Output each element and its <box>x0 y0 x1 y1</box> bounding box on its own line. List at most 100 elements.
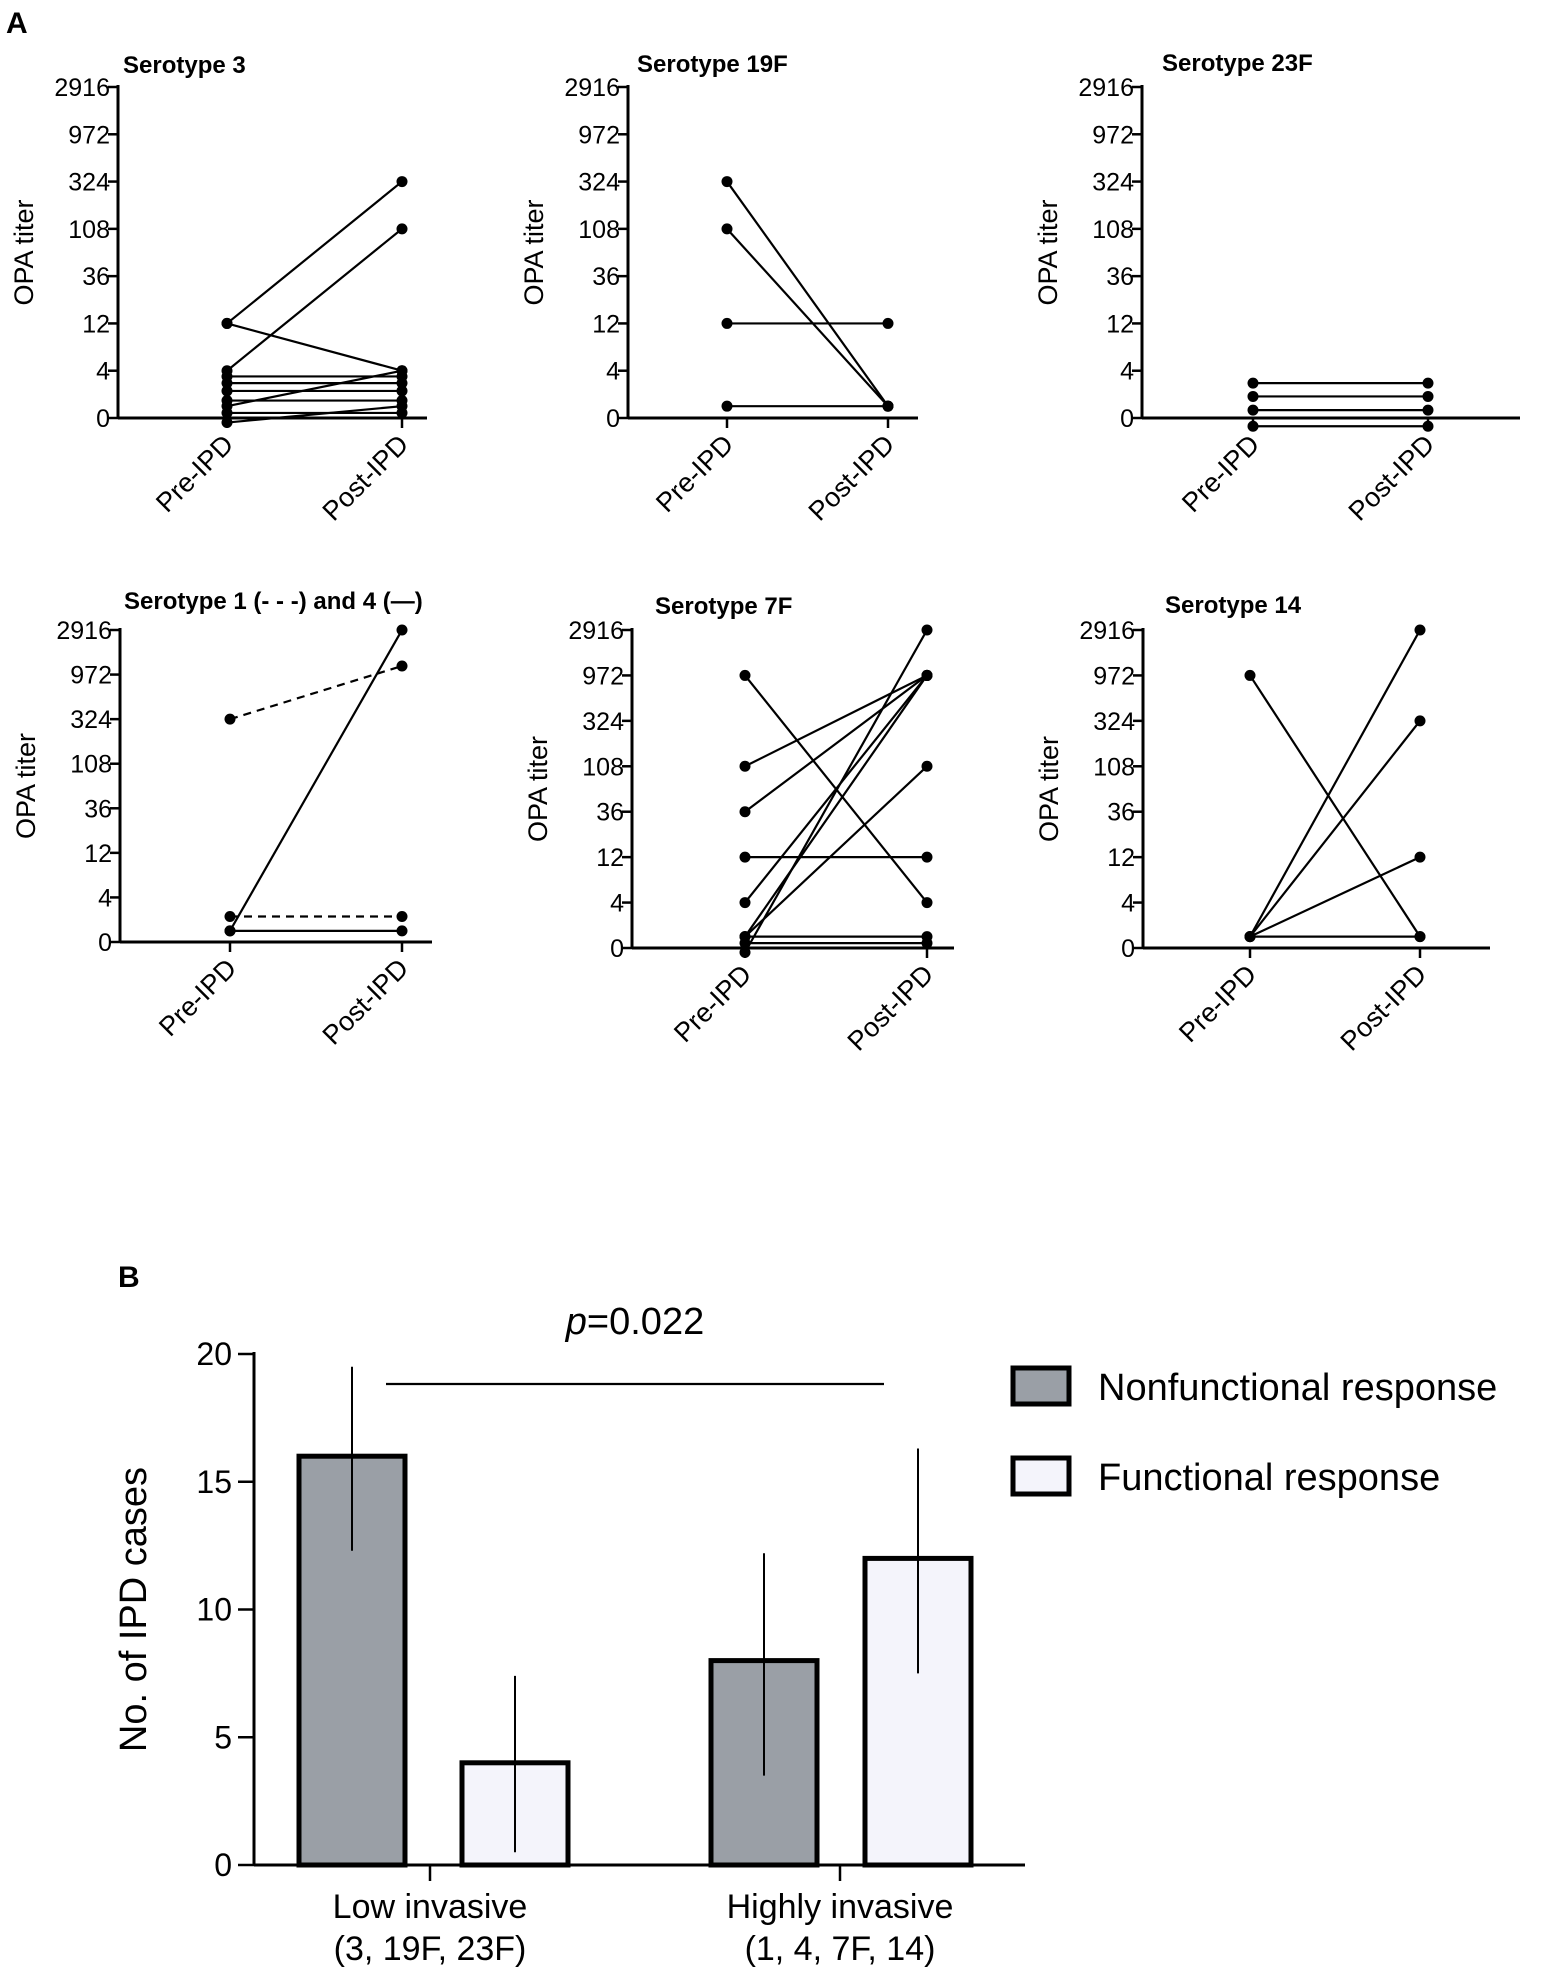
data-point <box>739 931 751 943</box>
y-tick-label: 36 <box>1107 799 1135 827</box>
chart-panel-5: Serotype 7F 0 4 12 36 108 324 972 2916 OPA titer P… <box>523 593 954 1057</box>
data-point <box>224 910 236 922</box>
data-point <box>396 925 408 937</box>
p-value-number: =0.022 <box>587 1301 704 1343</box>
y-tick-label: 2916 <box>568 617 624 645</box>
y-tick-label: 108 <box>578 216 620 244</box>
x-tick-label: Post-IPD <box>317 953 415 1051</box>
y-tick-label: 4 <box>1121 890 1135 918</box>
chart-panel-4: Serotype 1 (- - -) and 4 (—) 0 4 12 36 108 324… <box>11 588 432 1051</box>
y-tick-label: 2916 <box>564 74 620 102</box>
chart-title: Serotype 19F <box>637 51 788 78</box>
x-tick-label: Post-IPD <box>1343 429 1441 527</box>
data-point <box>1422 420 1434 432</box>
data-point <box>721 176 733 188</box>
y-tick-label: 324 <box>1093 708 1135 736</box>
data-point <box>396 624 408 636</box>
y-tick-label: 36 <box>592 263 620 291</box>
y-tick-label: 0 <box>606 405 620 433</box>
y-tick-label: 12 <box>1106 310 1134 338</box>
panel-b-label: B <box>118 1261 140 1294</box>
data-point <box>882 400 894 412</box>
x-tick-label: Pre-IPD <box>153 953 242 1042</box>
y-tick-label: 12 <box>596 844 624 872</box>
y-tick-label: 324 <box>1092 169 1134 197</box>
y-tick-label: 5 <box>214 1719 232 1755</box>
data-point <box>396 176 408 188</box>
data-point <box>1422 377 1434 389</box>
y-tick-label: 972 <box>1093 662 1135 690</box>
data-point <box>1247 390 1259 402</box>
x-tick-label-sub: (1, 4, 7F, 14) <box>745 1930 936 1968</box>
y-tick-label: 2916 <box>56 617 112 645</box>
data-point <box>221 385 233 397</box>
y-tick-label: 2916 <box>1078 74 1134 102</box>
y-tick-label: 0 <box>96 405 110 433</box>
data-point <box>921 897 933 909</box>
y-tick-label: 324 <box>582 708 624 736</box>
series-line <box>226 180 403 325</box>
y-axis-title: OPA titer <box>519 199 549 305</box>
legend-label: Functional response <box>1098 1457 1440 1499</box>
data-point <box>396 377 408 389</box>
small-multiples: Serotype 3 0 4 12 36 108 324 972 2916 OPA titer Pr… <box>9 50 1520 1057</box>
data-point <box>739 669 751 681</box>
x-tick-label-sub: (3, 19F, 23F) <box>334 1930 527 1968</box>
series-line <box>1249 856 1421 938</box>
data-point <box>721 223 733 235</box>
y-axis-title: OPA titer <box>523 736 553 842</box>
chart-panel-3: Serotype 23F 0 4 12 36 108 324 972 2916 OPA titer… <box>1033 50 1520 527</box>
y-tick-label: 36 <box>1106 263 1134 291</box>
legend-label: Nonfunctional response <box>1098 1367 1497 1409</box>
chart-panel-6: Serotype 14 0 4 12 36 108 324 972 2916 OPA titer P… <box>1034 592 1490 1057</box>
y-tick-label: 0 <box>98 929 112 957</box>
x-tick-label: Highly invasive <box>727 1888 954 1926</box>
data-point <box>721 317 733 329</box>
x-tick-label: Low invasive <box>333 1888 528 1926</box>
bar-chart: 0 5 10 15 20 No. of IPD cases Low invasive (3, … <box>113 1301 1497 1968</box>
data-point <box>1414 851 1426 863</box>
legend-swatch <box>1010 1365 1072 1407</box>
y-tick-label: 972 <box>582 662 624 690</box>
chart-title: Serotype 14 <box>1165 592 1302 619</box>
y-tick-label: 36 <box>82 263 110 291</box>
y-tick-label: 2916 <box>54 74 110 102</box>
chart-panel-2: Serotype 19F 0 4 12 36 108 324 972 2916 OPA titer… <box>519 51 918 527</box>
series-line <box>229 629 403 932</box>
y-tick-label: 20 <box>196 1336 232 1372</box>
data-point <box>921 669 933 681</box>
y-tick-label: 324 <box>68 169 110 197</box>
y-tick-label: 0 <box>1120 405 1134 433</box>
x-tick-label: Post-IPD <box>317 429 415 527</box>
y-tick-label: 12 <box>84 840 112 868</box>
y-tick-label: 0 <box>610 935 624 963</box>
chart-title: Serotype 3 <box>123 52 246 79</box>
data-point <box>739 897 751 909</box>
data-point <box>1244 931 1256 943</box>
series-line <box>1249 720 1421 938</box>
data-point <box>396 400 408 412</box>
y-tick-label: 324 <box>578 169 620 197</box>
data-point <box>224 925 236 937</box>
data-point <box>921 931 933 943</box>
y-axis-title: OPA titer <box>9 199 39 305</box>
chart-title: Serotype 7F <box>655 593 792 620</box>
x-tick-label: Pre-IPD <box>1176 429 1265 518</box>
bar <box>862 1555 974 1868</box>
data-point <box>224 713 236 725</box>
y-tick-label: 4 <box>610 890 624 918</box>
data-point <box>921 760 933 772</box>
data-point <box>1247 420 1259 432</box>
data-point <box>1414 624 1426 636</box>
x-tick-label: Post-IPD <box>803 429 901 527</box>
x-tick-label: Pre-IPD <box>1173 959 1262 1048</box>
y-tick-label: 12 <box>82 310 110 338</box>
data-point <box>1414 931 1426 943</box>
chart-title: Serotype 23F <box>1162 50 1313 77</box>
legend-swatch <box>1010 1455 1072 1497</box>
p-value-symbol: p <box>565 1301 587 1343</box>
y-axis-title: OPA titer <box>11 733 41 839</box>
y-tick-label: 324 <box>70 706 112 734</box>
y-tick-label: 972 <box>68 121 110 149</box>
y-tick-label: 108 <box>1092 216 1134 244</box>
